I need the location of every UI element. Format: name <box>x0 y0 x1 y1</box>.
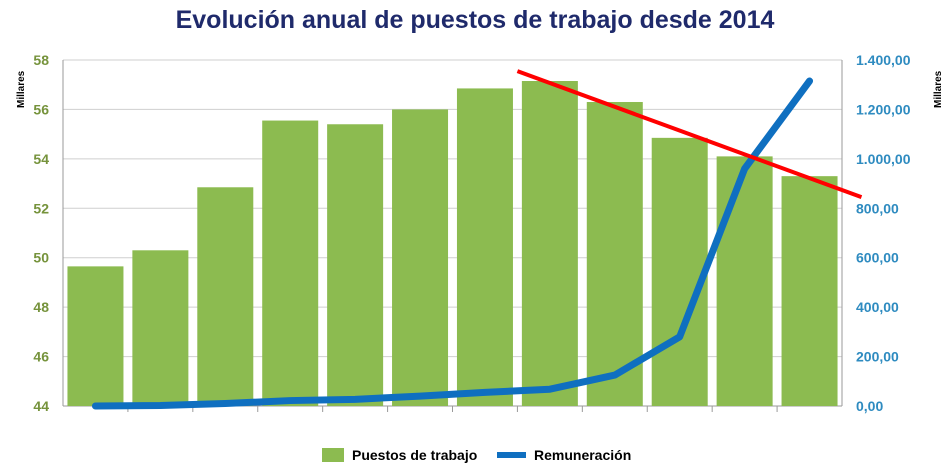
bar <box>327 124 384 406</box>
right-tick-label: 1.400,00 <box>856 52 911 68</box>
bar <box>651 137 708 406</box>
left-tick-label: 46 <box>33 349 49 365</box>
legend-label-line: Remuneración <box>534 447 631 463</box>
left-tick-label: 50 <box>33 250 49 266</box>
legend-swatch-bar <box>322 448 344 462</box>
right-tick-label: 200,00 <box>856 349 899 365</box>
bar <box>716 156 773 406</box>
right-tick-label: 0,00 <box>856 398 883 414</box>
left-tick-label: 56 <box>33 101 49 117</box>
bar <box>781 176 838 406</box>
left-tick-label: 48 <box>33 299 49 315</box>
left-tick-label: 54 <box>33 151 49 167</box>
left-tick-label: 58 <box>33 52 49 68</box>
bar <box>262 120 319 407</box>
trend-line <box>516 69 863 200</box>
left-tick-label: 52 <box>33 200 49 216</box>
right-tick-label: 400,00 <box>856 299 899 315</box>
bar <box>456 88 513 407</box>
right-unit-label: Millares <box>933 70 944 108</box>
chart-title: Evolución anual de puestos de trabajo de… <box>175 6 775 34</box>
right-tick-label: 1.000,00 <box>856 151 911 167</box>
bar <box>197 187 254 406</box>
bar <box>132 250 189 406</box>
bar <box>392 109 449 406</box>
legend-label-bar: Puestos de trabajo <box>352 447 477 463</box>
series-line-remuneracion <box>91 77 814 410</box>
bar <box>586 102 643 406</box>
left-unit-label: Millares <box>16 70 27 108</box>
left-tick-label: 44 <box>33 398 49 414</box>
right-tick-label: 1.200,00 <box>856 101 911 117</box>
bar <box>521 81 578 406</box>
right-tick-label: 800,00 <box>856 200 899 216</box>
bar <box>67 266 124 406</box>
right-tick-label: 600,00 <box>856 250 899 266</box>
